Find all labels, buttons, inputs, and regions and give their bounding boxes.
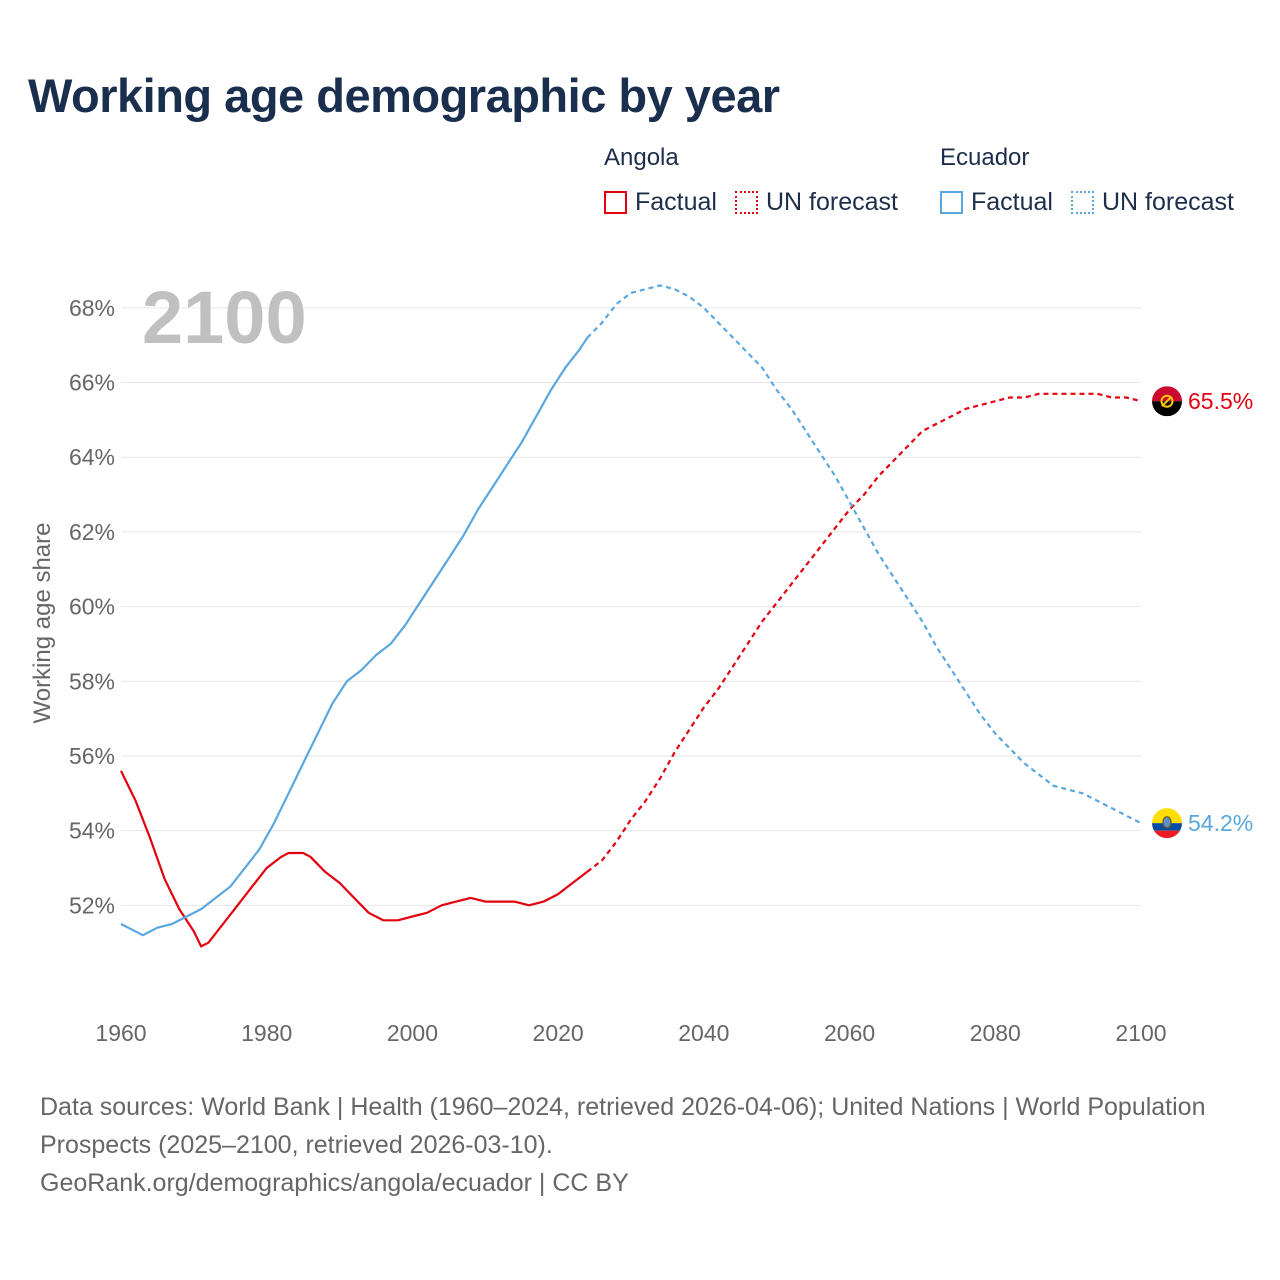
grid-layer <box>121 307 1141 906</box>
end-labels-layer: 65.5% 54.2% <box>1152 386 1253 839</box>
x-tick-label: 2020 <box>533 1020 584 1046</box>
y-tick-label: 54% <box>69 818 115 844</box>
legend-ecuador: Ecuador Factual UN forecast <box>940 144 1252 217</box>
chart-title: Working age demographic by year <box>28 69 780 122</box>
angola-flag-icon <box>1152 386 1182 417</box>
x-tick-label: 1980 <box>241 1020 292 1046</box>
series-line-ecuador-forecast[interactable] <box>586 284 1142 825</box>
y-tick-label: 52% <box>69 892 115 918</box>
legend-country-ecuador: Ecuador <box>940 144 1030 171</box>
end-value-label-ecuador: 54.2% <box>1188 810 1253 836</box>
y-tick-label: 60% <box>69 594 115 620</box>
legend-label-angola-forecast: UN forecast <box>765 188 898 216</box>
ecuador-flag-icon <box>1152 808 1182 839</box>
y-tick-label: 66% <box>69 370 115 396</box>
x-tick-label: 2000 <box>387 1020 438 1046</box>
legend-swatch-ecuador-forecast <box>1070 191 1094 214</box>
legend-ecuador-forecast[interactable]: UN forecast <box>1070 188 1234 217</box>
axis-layer: 52% 54% 56% 58% 60% 62% 64% 66% 68% 1960 1980 2000 2… <box>69 295 1167 1046</box>
sources-line-1: Data sources: World Bank | Health (1960–… <box>40 1093 1206 1159</box>
series-line-ecuador-factual[interactable] <box>120 337 589 937</box>
legend-label-ecuador-factual: Factual <box>971 188 1053 216</box>
x-tick-label: 2100 <box>1115 1020 1166 1046</box>
legend-swatch-ecuador-factual <box>940 191 963 214</box>
series-layer <box>120 284 1142 948</box>
y-tick-label: 64% <box>69 444 115 470</box>
y-axis-title: Working age share <box>29 523 56 724</box>
legend-label-angola-factual: Factual <box>635 188 717 216</box>
year-watermark: 2100 <box>142 276 307 359</box>
end-value-label-angola: 65.5% <box>1188 388 1253 414</box>
legend-angola: Angola Factual UN forecast <box>604 144 916 217</box>
legend-label-ecuador-forecast: UN forecast <box>1101 188 1234 216</box>
series-line-angola-factual[interactable] <box>120 770 588 948</box>
y-tick-label: 62% <box>69 519 115 545</box>
x-tick-label: 2060 <box>824 1020 875 1046</box>
legend-ecuador-factual[interactable]: Factual <box>940 188 1053 217</box>
legend-swatch-angola-forecast <box>734 191 758 214</box>
y-tick-label: 56% <box>69 743 115 769</box>
legend-angola-forecast[interactable]: UN forecast <box>734 188 898 217</box>
series-line-angola-forecast[interactable] <box>586 392 1142 873</box>
x-tick-label: 1960 <box>95 1020 146 1046</box>
x-tick-label: 2040 <box>678 1020 729 1046</box>
sources-line-2[interactable]: GeoRank.org/demographics/angola/ecuador … <box>40 1169 629 1197</box>
data-sources: Data sources: World Bank | Health (1960–… <box>40 1088 1220 1202</box>
legend-country-angola: Angola <box>604 144 679 171</box>
y-tick-label: 68% <box>69 295 115 321</box>
y-tick-label: 58% <box>69 668 115 694</box>
x-tick-label: 2080 <box>970 1020 1021 1046</box>
line-chart: 2100 Working age share 52% 54% 56% 58% 60% 62… <box>29 276 1253 1046</box>
legend-angola-factual[interactable]: Factual <box>604 188 717 217</box>
legend-swatch-angola-factual <box>604 191 627 214</box>
